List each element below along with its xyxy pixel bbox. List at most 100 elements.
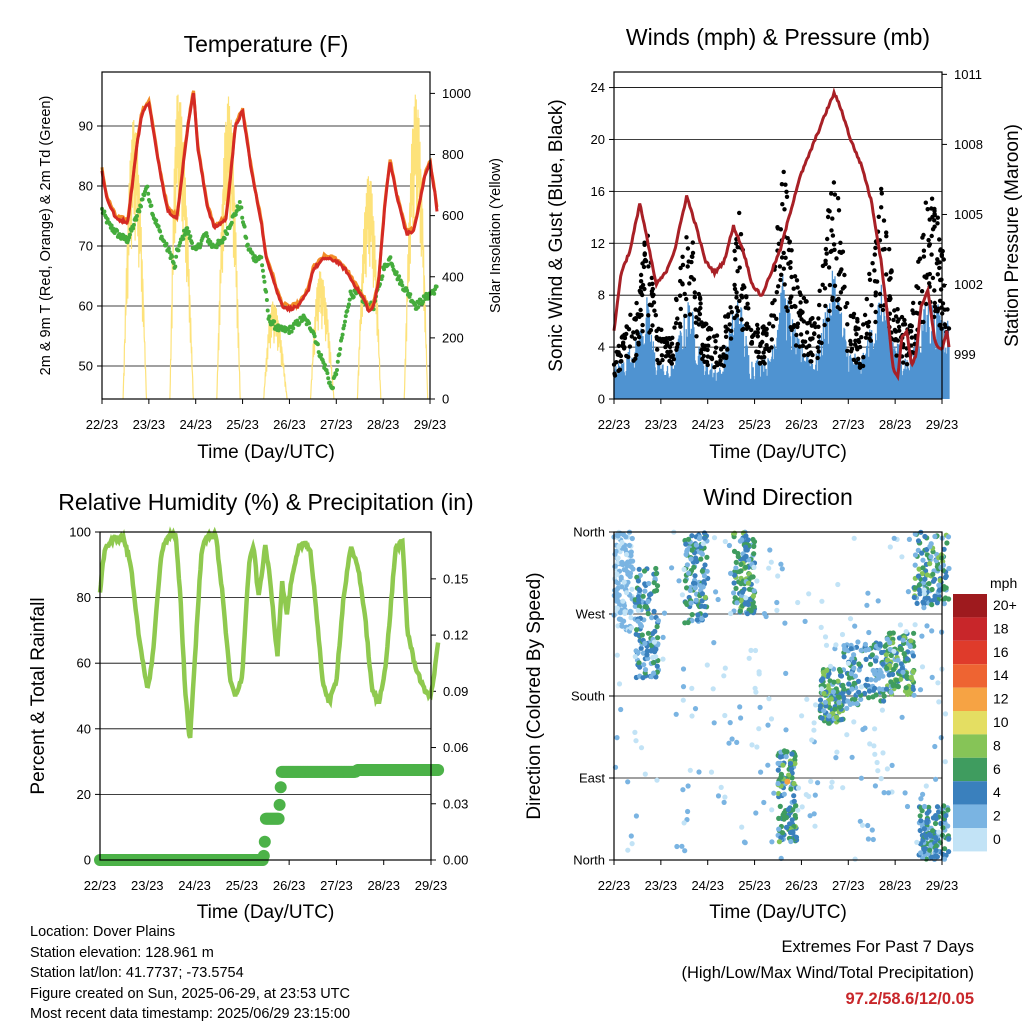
direction-point [630,566,636,572]
direction-point [852,696,858,702]
dewpoint-point [323,363,327,367]
dewpoint-point [319,353,324,357]
direction-point [826,720,832,726]
direction-point [638,645,644,651]
direction-point [775,767,781,773]
gust-point [637,288,642,293]
direction-point [733,585,739,592]
direction-point [728,570,734,577]
direction-point [832,706,838,712]
gust-point [836,208,842,213]
gust-point [619,359,624,364]
direction-point [815,780,821,786]
gust-point [713,345,719,350]
direction-point [793,834,800,840]
dewpoint-point [147,199,152,204]
direction-point [690,580,697,586]
gust-point [857,361,863,367]
direction-point [780,830,786,836]
direction-point [640,593,646,599]
direction-point [857,818,863,824]
direction-point [700,584,706,590]
gust-point [941,283,947,288]
gust-point [856,356,861,361]
direction-point [910,669,916,675]
gust-point [924,301,929,307]
gust-point [678,306,683,312]
direction-point [887,544,893,550]
gust-point [701,344,706,349]
gust-point [685,264,690,269]
gust-point [789,304,794,310]
gust-point [636,342,641,347]
gust-point [636,334,642,340]
gust-point [938,287,944,292]
direction-point [776,815,782,822]
direction-point [684,585,690,591]
direction-point [613,605,619,611]
gust-point [764,332,769,338]
gust-point [904,362,910,367]
direction-point [905,589,912,595]
direction-point [933,847,939,854]
gust-point [738,232,744,237]
direction-point [776,826,782,832]
direction-point [811,727,817,733]
dewpoint-point [222,236,227,241]
dewpoint-point [198,242,203,246]
gust-point [816,316,821,321]
direction-point [743,553,749,560]
insolation-line [403,94,429,400]
y2-tick-label: 0.12 [443,628,468,643]
gust-point [677,321,683,326]
direction-point [890,683,896,689]
dewpoint-point [170,254,175,259]
gust-point [745,301,750,306]
gust-point [634,352,639,358]
direction-point [750,593,757,599]
gust-point [718,358,723,363]
gust-point [698,305,703,311]
y2-tick-label: 400 [442,269,464,284]
y2-tick-label: 0 [442,392,449,407]
direction-point [715,596,721,603]
direction-point [645,611,651,617]
direction-point [856,689,862,695]
dewpoint-point [326,376,331,381]
direction-point [742,564,749,570]
dewpoint-point [149,203,154,208]
gust-point [776,284,781,289]
direction-point [795,785,802,791]
gust-point [692,295,697,300]
direction-point [839,716,845,723]
gust-point [838,269,843,274]
y-tick-label: 60 [77,656,91,671]
direction-point [619,623,625,629]
gust-point [784,189,789,194]
gust-point [879,191,884,196]
direction-point [708,769,715,775]
gust-point [930,275,936,281]
gust-point [935,257,940,262]
direction-point [872,685,878,692]
dewpoint-point [186,229,191,234]
gust-point [694,315,699,320]
gust-point [624,331,629,337]
direction-point [921,591,927,597]
dewpoint-point [408,292,413,297]
direction-point [929,628,935,634]
direction-point [756,726,762,732]
direction-point [646,592,653,598]
direction-point [737,608,744,614]
direction-point [789,775,795,781]
direction-point [751,564,757,571]
direction-point [635,578,642,584]
gust-point [923,200,928,205]
gust-point [702,359,707,364]
dewpoint-point [335,359,340,364]
direction-point [688,556,694,562]
direction-point [769,839,775,845]
dewpoint-point [340,332,345,337]
gust-point [817,288,822,293]
gust-point [873,309,878,315]
